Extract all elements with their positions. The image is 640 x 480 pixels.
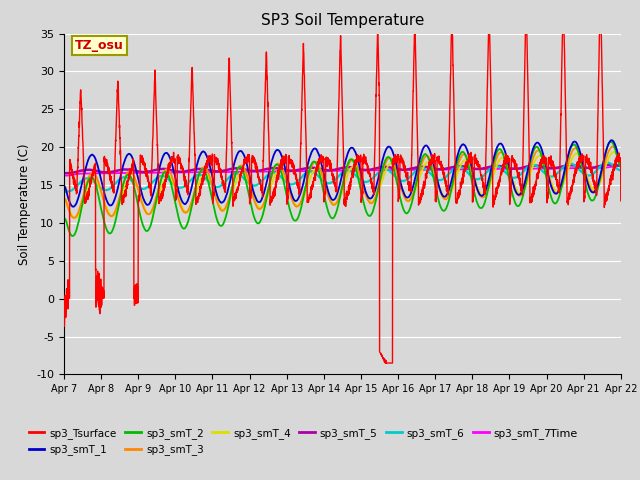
Line: sp3_smT_5: sp3_smT_5 — [64, 165, 621, 173]
sp3_smT_3 — [616, 158, 624, 164]
sp3_smT_4 — [616, 158, 624, 164]
sp3_smT_5 — [467, 165, 475, 171]
sp3_smT_3 — [161, 168, 168, 174]
sp3_Tsurface — [468, 157, 476, 163]
sp3_smT_1 — [617, 158, 625, 164]
sp3_smT_7 — [617, 163, 625, 168]
sp3_smT_2 — [322, 199, 330, 205]
sp3_smT_4 — [71, 216, 79, 221]
sp3_smT_3 — [60, 195, 68, 201]
sp3_smT_3 — [436, 189, 444, 195]
sp3_smT_7 — [616, 163, 624, 169]
sp3_smT_3 — [499, 150, 507, 156]
sp3_smT_4 — [436, 187, 444, 193]
sp3_smT_6 — [467, 173, 475, 179]
Line: sp3_smT_7: sp3_smT_7 — [64, 166, 621, 176]
Line: sp3_smT_4: sp3_smT_4 — [64, 152, 621, 218]
sp3_smT_4 — [467, 167, 475, 172]
sp3_smT_2 — [68, 233, 76, 239]
sp3_smT_1 — [70, 204, 77, 210]
sp3_Tsurface — [322, 185, 330, 191]
sp3_smT_7 — [60, 173, 68, 179]
sp3_smT_2 — [161, 170, 168, 176]
sp3_Tsurface — [60, 321, 68, 326]
sp3_smT_6 — [60, 189, 68, 195]
sp3_smT_3 — [322, 185, 330, 191]
sp3_smT_5 — [616, 163, 624, 168]
sp3_smT_5 — [499, 164, 506, 169]
sp3_smT_3 — [609, 144, 616, 150]
Text: TZ_osu: TZ_osu — [75, 39, 124, 52]
sp3_smT_2 — [607, 139, 614, 144]
Y-axis label: Soil Temperature (C): Soil Temperature (C) — [18, 143, 31, 265]
sp3_Tsurface — [617, 198, 625, 204]
sp3_smT_6 — [499, 167, 506, 172]
sp3_smT_1 — [322, 180, 330, 185]
sp3_smT_6 — [436, 177, 444, 183]
sp3_smT_2 — [467, 175, 475, 181]
Title: SP3 Soil Temperature: SP3 Soil Temperature — [260, 13, 424, 28]
sp3_smT_3 — [70, 215, 78, 221]
sp3_smT_2 — [60, 215, 68, 221]
sp3_Tsurface — [616, 159, 624, 165]
sp3_smT_7 — [60, 173, 68, 179]
sp3_Tsurface — [499, 162, 507, 168]
sp3_smT_1 — [436, 188, 444, 194]
sp3_Tsurface — [374, 31, 381, 36]
sp3_Tsurface — [160, 187, 168, 192]
sp3_smT_4 — [161, 178, 168, 183]
sp3_smT_4 — [322, 183, 330, 189]
sp3_smT_5 — [436, 167, 444, 172]
sp3_smT_1 — [161, 151, 168, 157]
sp3_smT_4 — [609, 149, 617, 155]
Text: Time: Time — [550, 429, 577, 439]
sp3_smT_4 — [617, 158, 625, 164]
sp3_smT_6 — [603, 160, 611, 166]
sp3_smT_5 — [322, 167, 330, 173]
sp3_smT_3 — [617, 158, 625, 164]
sp3_smT_5 — [60, 170, 68, 176]
sp3_smT_5 — [605, 162, 613, 168]
sp3_smT_7 — [322, 168, 330, 174]
sp3_smT_7 — [499, 166, 507, 172]
sp3_smT_7 — [436, 167, 444, 173]
Legend: sp3_Tsurface, sp3_smT_1, sp3_smT_2, sp3_smT_3, sp3_smT_4, sp3_smT_5, sp3_smT_6, : sp3_Tsurface, sp3_smT_1, sp3_smT_2, sp3_… — [25, 424, 556, 459]
Line: sp3_smT_1: sp3_smT_1 — [64, 140, 621, 207]
Line: sp3_smT_6: sp3_smT_6 — [64, 163, 621, 192]
sp3_smT_1 — [616, 158, 624, 164]
Line: sp3_smT_3: sp3_smT_3 — [64, 147, 621, 218]
sp3_smT_4 — [499, 155, 507, 161]
sp3_smT_2 — [616, 164, 624, 169]
sp3_smT_4 — [60, 195, 68, 201]
sp3_smT_5 — [160, 166, 168, 172]
sp3_smT_6 — [160, 173, 168, 179]
sp3_smT_1 — [467, 162, 475, 168]
sp3_smT_5 — [617, 163, 625, 168]
sp3_smT_7 — [467, 167, 475, 172]
sp3_smT_3 — [467, 166, 475, 172]
Line: sp3_smT_2: sp3_smT_2 — [64, 142, 621, 236]
sp3_smT_6 — [322, 180, 330, 185]
sp3_smT_6 — [616, 167, 624, 173]
sp3_Tsurface — [436, 162, 444, 168]
sp3_smT_2 — [499, 151, 507, 156]
sp3_Tsurface — [382, 360, 390, 366]
sp3_smT_7 — [161, 170, 168, 176]
sp3_smT_1 — [607, 137, 615, 143]
sp3_smT_2 — [436, 204, 444, 209]
sp3_smT_1 — [60, 183, 68, 189]
sp3_smT_1 — [499, 143, 507, 149]
sp3_smT_6 — [617, 167, 625, 173]
sp3_smT_2 — [617, 164, 625, 169]
Line: sp3_Tsurface: sp3_Tsurface — [64, 34, 621, 363]
